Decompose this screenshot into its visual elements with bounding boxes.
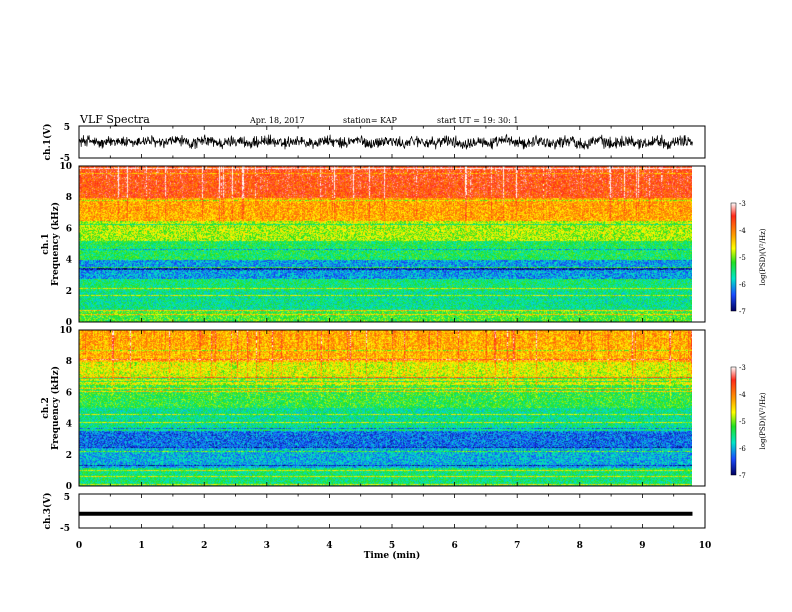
xtick-10: 10 xyxy=(699,541,712,551)
xtick-6: 6 xyxy=(451,541,457,551)
ch3-ytick-top: 5 xyxy=(64,493,70,503)
xtick-1: 1 xyxy=(138,541,144,551)
ch1-spec-ytick-6: 6 xyxy=(66,224,72,234)
ch2-spec-ytick-0: 0 xyxy=(66,482,72,492)
ch1-cb-tick-2: -5 xyxy=(739,254,746,262)
ch3-ytick-bottom: -5 xyxy=(60,524,70,534)
xtick-5: 5 xyxy=(389,541,395,551)
ch1-waveform-line xyxy=(78,133,693,150)
ch2-colorbar-label: log(PSD)(V²/Hz) xyxy=(759,392,767,449)
ch1-spectrogram-panel: 0 2 4 6 8 10 ch.1 Frequency (kHz) -3 -4 … xyxy=(41,162,767,328)
xtick-9: 9 xyxy=(639,541,645,551)
ch2-spec-channel-label: ch.2 xyxy=(41,397,51,418)
xtick-2: 2 xyxy=(201,541,207,551)
ch1-spec-ytick-0: 0 xyxy=(66,318,72,328)
station-label: station= KAP xyxy=(343,116,398,125)
ch1-colorbar xyxy=(730,202,737,312)
xtick-0: 0 xyxy=(76,541,82,551)
ch1-cb-tick-1: -4 xyxy=(739,227,746,235)
ch2-spectrogram-panel: 0 2 4 6 8 10 ch.2 Frequency (kHz) -3 -4 … xyxy=(41,326,767,492)
ch1-colorbar-label: log(PSD)(V²/Hz) xyxy=(759,228,767,285)
ch3-xticks xyxy=(78,494,706,528)
ch3-ylabel: ch.3(V) xyxy=(42,493,53,530)
ch1-spec-ytick-2: 2 xyxy=(66,287,72,297)
ch1-cb-tick-4: -7 xyxy=(739,308,746,316)
xtick-4: 4 xyxy=(326,541,332,551)
ch2-cb-tick-2: -5 xyxy=(739,418,746,426)
ch2-spec-ytick-10: 10 xyxy=(59,326,72,336)
xtick-7: 7 xyxy=(514,541,520,551)
time-axis-tick-labels: 0 1 2 3 4 5 6 7 8 9 10 xyxy=(76,541,711,551)
ch2-colorbar xyxy=(730,366,737,476)
ch1-spec-ytick-10: 10 xyxy=(59,162,72,172)
ch2-spectrogram-yticks: 0 2 4 6 8 10 xyxy=(59,326,72,492)
ch1-spec-ylabel: Frequency (kHz) xyxy=(50,202,61,286)
ch3-waveform-panel: 5 -5 ch.3(V) 0 1 2 3 4 5 6 7 8 9 10 Time… xyxy=(42,493,711,561)
ch2-colorbar-ticks: -3 -4 -5 -6 -7 xyxy=(739,364,746,480)
ch1-waveform-panel: 5 -5 ch.1(V) xyxy=(42,123,706,164)
figure-title: VLF Spectra xyxy=(79,113,150,126)
ch1-colorbar-ticks: -3 -4 -5 -6 -7 xyxy=(739,200,746,316)
ch1-spectrogram-image xyxy=(79,166,692,322)
ch2-spec-ytick-6: 6 xyxy=(66,388,72,398)
ch1-ytick-bottom: -5 xyxy=(60,154,70,164)
ch2-cb-tick-0: -3 xyxy=(739,364,746,372)
ch2-spec-ylabel: Frequency (kHz) xyxy=(50,366,61,450)
ch2-spec-ytick-2: 2 xyxy=(66,451,72,461)
ch2-spec-ytick-4: 4 xyxy=(66,420,72,430)
ch1-spec-channel-label: ch.1 xyxy=(41,233,51,254)
ch1-spec-ytick-4: 4 xyxy=(66,256,72,266)
ch1-cb-tick-0: -3 xyxy=(739,200,746,208)
ch1-ytick-top: 5 xyxy=(64,123,70,133)
ch1-spectrogram-yticks: 0 2 4 6 8 10 xyxy=(59,162,72,328)
ch2-cb-tick-3: -6 xyxy=(739,445,746,453)
ch2-spec-xticks xyxy=(78,330,706,486)
date-label: Apr. 18, 2017 xyxy=(249,116,305,125)
ch2-cb-tick-4: -7 xyxy=(739,472,746,480)
ch1-xticks xyxy=(78,126,706,158)
time-axis-label: Time (min) xyxy=(364,550,421,561)
ch1-spec-xticks xyxy=(78,166,706,322)
xtick-3: 3 xyxy=(264,541,270,551)
ch2-spec-ytick-8: 8 xyxy=(66,357,72,367)
ch1-spec-ytick-8: 8 xyxy=(66,193,72,203)
ch1-cb-tick-3: -6 xyxy=(739,281,746,289)
ch1-ylabel: ch.1(V) xyxy=(42,124,53,161)
xtick-8: 8 xyxy=(577,541,583,551)
ch2-cb-tick-1: -4 xyxy=(739,391,746,399)
start-time-label: start UT = 19: 30: 1 xyxy=(437,116,518,125)
ch3-waveform-frame xyxy=(78,493,706,529)
ch2-spectrogram-image xyxy=(79,330,692,486)
